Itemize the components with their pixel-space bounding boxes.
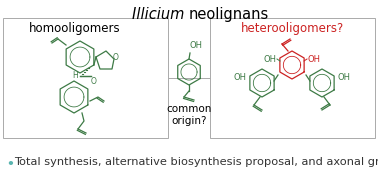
Text: H: H	[72, 71, 78, 80]
Text: Total synthesis, alternative biosynthesis proposal, and axonal growth: Total synthesis, alternative biosynthesi…	[14, 157, 378, 167]
Text: common
origin?: common origin?	[166, 104, 212, 126]
Bar	[210, 18, 375, 138]
Text: OH: OH	[338, 74, 351, 83]
Bar	[3, 18, 168, 138]
Text: OH: OH	[263, 54, 276, 63]
Text: OH: OH	[190, 41, 203, 50]
Text: O: O	[113, 53, 119, 62]
Text: OH: OH	[308, 54, 321, 63]
Text: OH: OH	[233, 74, 246, 83]
Text: Illicium: Illicium	[132, 7, 189, 22]
Text: heterooligomers?: heterooligomers?	[240, 22, 344, 35]
Text: O: O	[91, 76, 97, 85]
Text: homooligomers: homooligomers	[29, 22, 121, 35]
Text: •: •	[6, 158, 14, 171]
Text: neolignans: neolignans	[189, 7, 269, 22]
